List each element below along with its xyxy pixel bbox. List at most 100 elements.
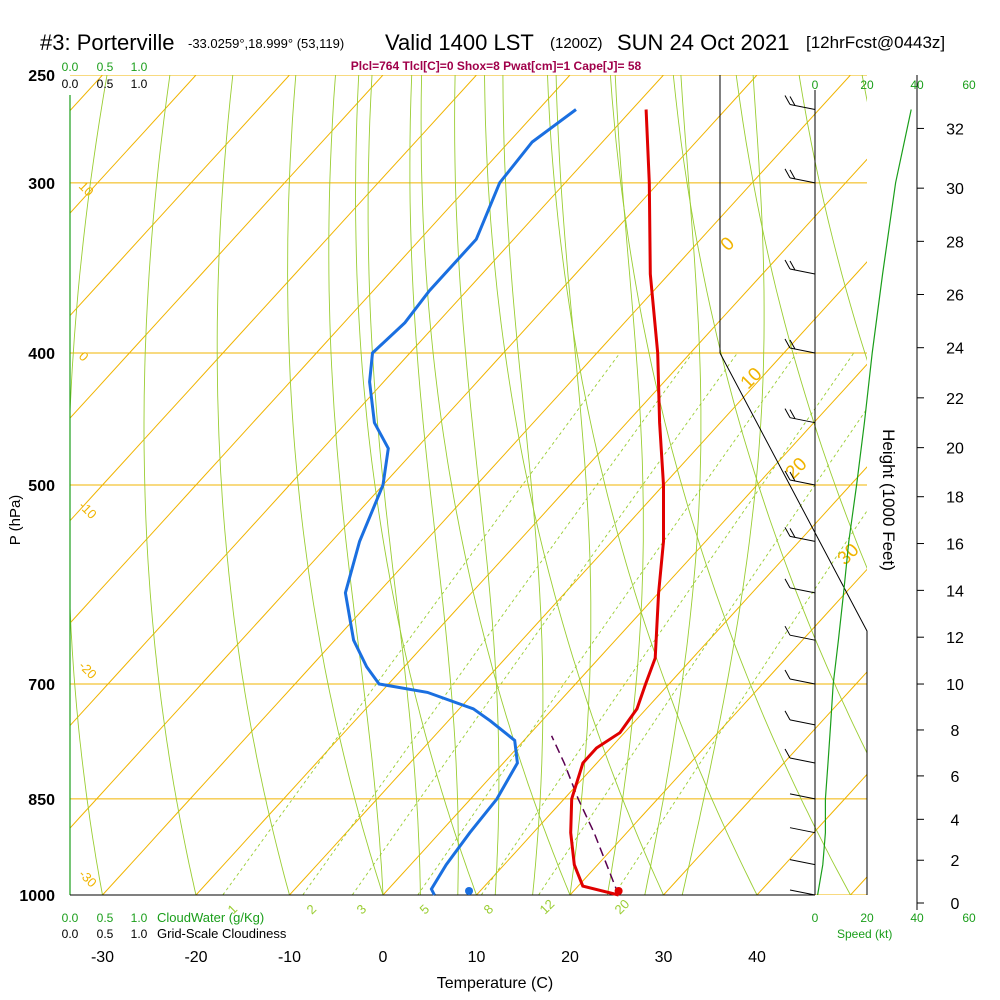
isotherm-line [70,75,758,829]
isotherm-label: -20 [76,658,100,682]
mixing-ratio-line [417,352,797,895]
y-tick-label: 700 [28,677,55,694]
moist-adiabat-line [681,75,765,895]
wind-barb [789,417,816,424]
profiles [343,108,665,897]
height-tick-label: 20 [946,441,964,458]
mixing-ratio-line [222,352,621,895]
dry-adiabat-line [735,75,867,570]
height-tick-label: 32 [946,121,964,138]
isotherm-label: 10 [76,178,97,199]
mixing-ratio-line [538,407,867,895]
station-coords: -33.0259°,18.999° (53,119) [188,36,344,51]
x-tick-label: -10 [278,949,301,966]
forecast-info: [12hrFcst@0443z] [806,33,945,52]
wind-barb [789,889,816,896]
isotherm-label: -10 [76,498,100,522]
speed-tick-bottom: 60 [962,911,976,925]
wind-barb-feather [784,168,791,179]
x-tick-label: 0 [379,949,388,966]
mixing-ratio-line [302,352,693,895]
wind-barb [789,827,816,834]
height-tick-label: 24 [946,341,964,358]
cloudiness-tick-bottom: 1.0 [131,927,148,941]
cloudwater-tick-bottom: 0.0 [62,911,79,925]
mixing-ratio-line [351,352,738,895]
isotherm-label: 0 [76,349,92,365]
isotherm-line [382,363,867,895]
mixing-ratio-label: 3 [354,901,370,917]
isotherm-label: -30 [76,866,100,890]
dewpoint-profile-line [343,108,577,896]
height-tick-label: 28 [946,234,964,251]
wind-barb-feather [789,169,796,180]
isotherm-label: 10 [737,364,767,394]
speed-tick-bottom: 40 [910,911,924,925]
wind-barb-feather [784,578,791,589]
height-tick-label: 2 [951,853,960,870]
wind-barb-feather [789,409,796,419]
height-tick-label: 6 [951,769,960,786]
wind-barb-feather [784,669,791,680]
mixing-ratio-line [613,510,867,895]
forecast-date: SUN 24 Oct 2021 [617,30,789,55]
cloudwater-tick-top: 1.0 [131,60,148,74]
isotherm-line [195,158,867,895]
x-tick-label: 40 [748,949,766,966]
background-grid [70,75,1000,895]
station-title: #3: Porterville [40,30,175,55]
isotherm-line [476,466,867,895]
height-axis-label: Height (1000 Feet) [879,429,898,571]
wind-barb [789,793,816,800]
cloudiness-tick-top: 0.0 [62,77,79,91]
mixing-ratio-label: 8 [481,901,497,917]
moist-adiabat-line [454,75,500,895]
speed-tick-bottom: 0 [812,911,819,925]
cloudwater-label: CloudWater (g/Kg) [157,910,264,925]
dry-adiabat-line [355,75,477,895]
wind-barb [789,103,816,110]
wind-barb [789,479,816,486]
utc-time: (1200Z) [550,35,603,52]
moist-adiabat-line [328,75,384,895]
x-tick-label: -30 [91,949,114,966]
temperature-profile-line [569,109,665,897]
x-tick-label: 20 [561,949,579,966]
moist-adiabat-line [606,75,644,895]
height-tick-label: 10 [946,677,964,694]
cloudiness-tick-top: 1.0 [131,77,148,91]
parcel-path-line [550,735,620,896]
moist-adiabat-line [409,75,459,895]
x-tick-label: 10 [468,949,486,966]
wind-barb-feather [784,748,791,759]
moist-adiabat-line [555,75,592,895]
terrain-boundary-line [719,352,868,895]
isotherm-line [663,671,867,895]
wind-barb-feather [784,625,791,636]
dry-adiabat-line [798,75,867,361]
wind-barb-feather [789,528,796,538]
wind-barb-feather [784,527,791,537]
moist-adiabat-line [502,75,544,895]
dry-adiabat-line [609,75,851,895]
cloudwater-tick-top: 0.0 [62,60,79,74]
wind-barb [789,634,816,641]
y-tick-label: 250 [28,68,55,85]
wind-barb-feather [784,470,791,481]
wind-speed-line [817,109,912,896]
height-tick-label: 14 [946,583,964,600]
isotherm-line [102,75,851,895]
height-tick-label: 30 [946,181,964,198]
surface-dewpoint-marker [465,887,474,895]
isotherm-line [70,75,664,727]
dry-adiabat-line [672,75,867,754]
wind-barb [789,268,816,275]
speed-tick-top: 20 [860,78,874,92]
dry-adiabat-line [988,75,1000,895]
isotherm-line [70,75,290,317]
height-tick-label: 0 [951,896,960,913]
speed-tick-top: 60 [962,78,976,92]
cloudwater-tick-bottom: 0.5 [97,911,114,925]
valid-time: Valid 1400 LST [385,30,534,55]
y-tick-label: 850 [28,792,55,809]
